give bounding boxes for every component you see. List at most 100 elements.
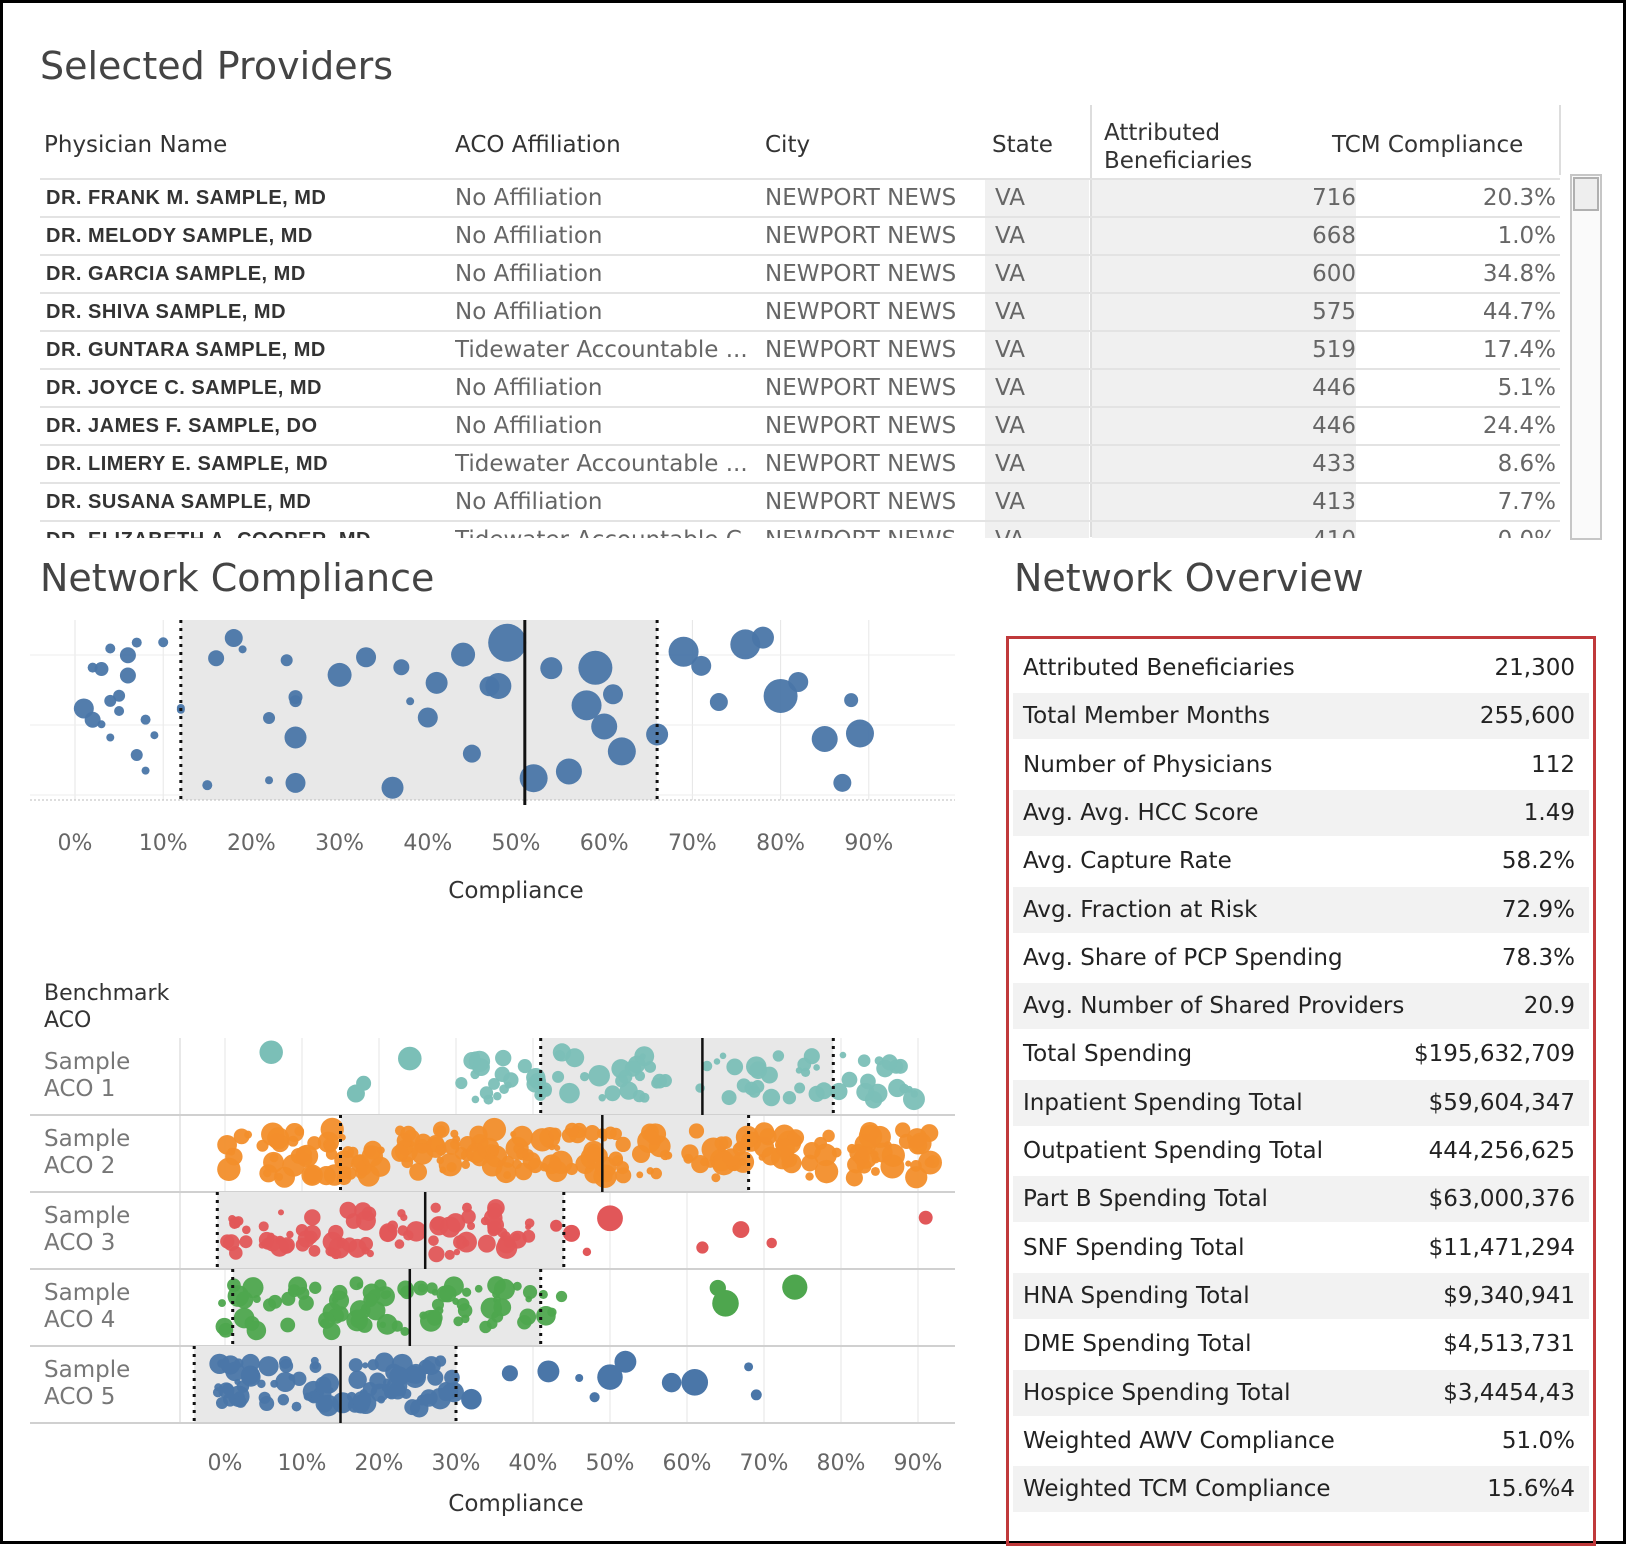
data-point [215,1397,229,1410]
cell-city: NEWPORT NEWS [765,451,957,477]
overview-label: Total Member Months [1023,703,1271,730]
data-point [451,642,476,667]
data-point [636,1171,644,1179]
data-point [841,1071,858,1088]
data-point [430,1202,441,1213]
overview-value: $3,4454,43 [1443,1379,1575,1406]
data-point [615,1136,631,1153]
data-point [279,1359,294,1373]
overview-row: Total Spending $195,632,709 [1013,1031,1589,1077]
data-point [387,1220,398,1232]
overview-value: $11,471,294 [1428,1234,1575,1261]
cell-beneficiaries: 600 [1092,256,1356,293]
col-physician-name[interactable]: Physician Name [44,132,228,158]
cell-city: NEWPORT NEWS [765,522,990,538]
data-point [391,1144,409,1162]
data-point [106,733,115,742]
col-attributed-beneficiaries[interactable]: Attributed Beneficiaries [1104,119,1252,175]
cell-state: VA [985,522,1089,538]
col-aco-affiliation[interactable]: ACO Affiliation [455,132,621,158]
data-point [775,1138,795,1158]
x-tick-label: 60% [580,831,629,856]
overview-label: Avg. Share of PCP Spending [1023,944,1343,971]
data-point [493,1091,502,1101]
data-point [814,1136,827,1150]
data-point [114,706,125,717]
data-point [870,1150,879,1159]
data-point [443,1276,464,1297]
data-point [356,647,377,668]
data-point [381,776,404,799]
cell-city: NEWPORT NEWS [765,337,957,363]
overview-label: Avg. Avg. HCC Score [1023,799,1259,826]
table-row[interactable]: DR. SHIVA SAMPLE, MD No Affiliation NEWPOR… [40,292,1560,331]
aco-row-label: ACO 5 [44,1384,115,1410]
data-point [732,1221,750,1239]
table-row[interactable]: DR. ELIZABETH A. COOPER, MD Tidewater Acc… [40,520,1560,538]
data-point [800,1067,811,1078]
data-point [552,1043,572,1062]
data-point [813,1064,820,1071]
vertical-scrollbar[interactable] [1570,174,1602,540]
data-point [839,1051,847,1059]
data-point [234,1395,247,1408]
data-point [409,1162,428,1181]
col-state[interactable]: State [992,132,1053,158]
col-tcm-compliance[interactable]: TCM Compliance [1332,132,1524,158]
cell-tcm-compliance: 17.4% [1482,337,1556,363]
data-point [565,1122,580,1137]
data-point [712,1290,739,1317]
data-point [490,1147,499,1156]
table-row[interactable]: DR. GUNTARA SAMPLE, MD Tidewater Accounta… [40,330,1560,369]
data-point [525,1295,532,1303]
cell-city: NEWPORT NEWS [765,489,957,515]
data-point [263,712,276,725]
data-point [462,744,481,763]
data-point [575,1373,584,1382]
scrollbar-thumb[interactable] [1573,177,1599,211]
table-row[interactable]: DR. GARCIA SAMPLE, MD No Affiliation NEWPO… [40,254,1560,293]
selected-providers-title: Selected Providers [40,44,394,88]
table-row[interactable]: DR. SUSANA SAMPLE, MD No Affiliation NEWPO… [40,482,1560,521]
data-point [461,1388,482,1410]
data-point [758,1154,766,1161]
cell-city: NEWPORT NEWS [765,413,957,439]
overview-label: Avg. Number of Shared Providers [1023,993,1405,1020]
data-point [220,1234,235,1249]
data-point [582,1247,592,1257]
data-point [428,1235,439,1246]
data-point [379,1321,387,1329]
benchmark-label-line2: ACO [44,1008,92,1033]
data-point [235,1291,254,1309]
data-point [550,1219,563,1232]
data-point [591,713,618,740]
data-point [315,1376,332,1393]
table-row[interactable]: DR. LIMERY E. SAMPLE, MD Tidewater Accoun… [40,444,1560,483]
data-point [275,1173,284,1181]
x-tick-label: 90% [844,831,893,856]
table-row[interactable]: DR. FRANK M. SAMPLE, MD No Affiliation NEW… [40,178,1560,217]
data-point [474,1284,483,1293]
data-point [87,662,98,673]
data-point [426,1282,438,1294]
data-point [874,1056,884,1066]
data-point [428,1245,445,1263]
benchmark-label-line1: Benchmark [44,981,170,1006]
col-city[interactable]: City [765,132,811,158]
data-point [503,1171,512,1180]
cell-tcm-compliance: 1.0% [1497,223,1556,249]
table-row[interactable]: DR. JOYCE C. SAMPLE, MD No Affiliation NEW… [40,368,1560,407]
table-row[interactable]: DR. MELODY SAMPLE, MD No Affiliation NEWPO… [40,216,1560,255]
data-point [296,1286,310,1300]
cell-aco-affiliation: No Affiliation [455,299,603,325]
data-point [218,1299,226,1308]
overview-row: Weighted TCM Compliance 15.6%4 [1013,1466,1589,1513]
data-point [358,1236,374,1252]
data-point [512,1281,522,1291]
data-point [355,1210,376,1231]
data-point [363,1293,378,1308]
table-row[interactable]: DR. JAMES F. SAMPLE, DO No Affiliation NEW… [40,406,1560,445]
overview-label: Number of Physicians [1023,751,1273,778]
data-point [269,1153,279,1163]
data-point [252,1295,261,1303]
